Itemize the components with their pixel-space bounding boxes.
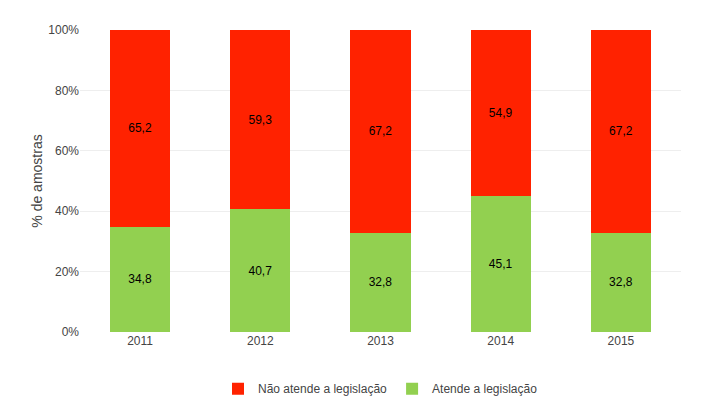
svg-text:% de amostras: % de amostras [29, 134, 45, 227]
svg-text:34,8: 34,8 [128, 272, 152, 286]
svg-text:32,8: 32,8 [369, 275, 393, 289]
svg-text:60%: 60% [55, 144, 79, 158]
svg-text:45,1: 45,1 [489, 257, 513, 271]
svg-text:80%: 80% [55, 84, 79, 98]
svg-text:59,3: 59,3 [248, 113, 272, 127]
svg-text:0%: 0% [62, 325, 80, 339]
svg-text:67,2: 67,2 [369, 124, 393, 138]
svg-text:32,8: 32,8 [609, 275, 633, 289]
svg-text:65,2: 65,2 [128, 121, 152, 135]
svg-text:2011: 2011 [127, 334, 153, 348]
svg-text:Não atende a legislação: Não atende a legislação [258, 382, 387, 396]
svg-text:40,7: 40,7 [248, 264, 272, 278]
svg-text:2012: 2012 [247, 334, 274, 348]
svg-text:2015: 2015 [608, 334, 635, 348]
svg-text:Atende a legislação: Atende a legislação [432, 382, 537, 396]
svg-text:40%: 40% [55, 204, 79, 218]
svg-text:20%: 20% [55, 265, 79, 279]
svg-text:2014: 2014 [487, 334, 514, 348]
svg-text:54,9: 54,9 [489, 106, 513, 120]
svg-text:67,2: 67,2 [609, 124, 633, 138]
svg-text:100%: 100% [48, 23, 79, 37]
svg-text:2013: 2013 [367, 334, 394, 348]
